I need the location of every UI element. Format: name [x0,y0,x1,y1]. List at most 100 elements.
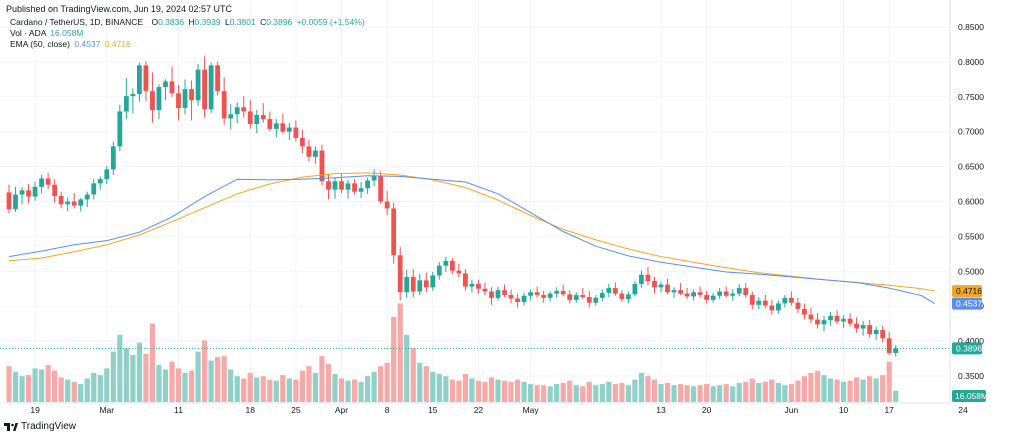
volume-bar [286,378,292,402]
candle-body [684,293,690,297]
volume-bar [854,377,860,402]
volume-bar [664,382,671,402]
volume-bar [547,386,553,402]
volume-bar [52,370,58,402]
volume-bar [332,374,338,402]
volume-bar [228,369,234,402]
x-tick-label: 18 [246,405,256,415]
ema-fast-line [8,175,936,305]
candle-body [704,295,710,300]
candle-body [762,300,768,306]
volume-bar [638,372,645,402]
volume-bar [25,375,32,402]
x-tick-label: 11 [174,405,183,415]
candle-body [300,137,305,147]
volume-bar [130,354,136,402]
y-tick-label: 0.5000 [958,266,984,276]
y-tick-label: 0.4000 [958,336,984,346]
volume-bar [736,382,742,402]
x-axis-ticks: 19 Mar 11 18 25 Apr 8 15 22 May 13 20 Jun 10 17 24 [30,405,968,415]
volume-bar [886,361,892,402]
candle-body [384,201,390,209]
candle-body [91,183,97,195]
volume-bar [417,362,423,402]
candle-body [228,114,234,119]
volume-bar [456,380,462,402]
volume-bar [123,348,129,402]
volume-bar [606,381,612,402]
candle-body [841,318,846,322]
candle-body [697,292,703,296]
volume-bar [410,348,416,402]
candle-body [730,293,736,296]
y-tick-label: 0.7000 [958,127,984,137]
candle-body [710,295,716,300]
candle-body [52,184,58,196]
candle-body [254,114,260,125]
candle-body [508,295,514,299]
volume-bar [795,380,801,402]
candle-body [847,318,853,324]
candle-body [639,274,644,284]
candle-body [332,181,338,190]
candle-body [339,181,344,190]
candle-body [417,280,423,292]
candle-body [789,297,794,303]
candle-body [104,169,110,180]
volume-bar [762,381,768,402]
volume-bar [534,385,540,402]
candle-body [71,201,77,206]
volume-bar [97,375,103,402]
legend-ohlc-row: Cardano / TetherUS, 1D, BINANCE O0.3836 … [10,17,365,28]
candle-body [463,273,468,287]
volume-bar [808,372,814,402]
price-labels: 0.4716 0.4537 0.3896 16.058M [952,285,988,402]
volume-bar [371,371,377,402]
candle-body [143,65,149,92]
volume-bar [743,381,749,402]
volume-bar [71,381,77,402]
candle-body [567,294,573,300]
volume-bar [619,382,625,402]
candle-body [573,295,579,300]
candle-body [782,297,788,304]
volume-bar [469,378,475,402]
volume-bar [658,384,664,402]
candlesticks [6,56,899,357]
chart-grid [0,0,950,403]
footer-brand[interactable]: TradingView [4,421,76,432]
candle-body [404,276,410,293]
volume-bar [814,370,821,402]
ema-label: EMA (50, close) [10,39,70,49]
candle-body [593,297,599,303]
candle-body [854,323,859,329]
candle-body [717,291,723,296]
ema-fast-value: 0.4537 [74,39,101,49]
candle-body [130,94,136,97]
y-tick-label: 0.6500 [958,162,984,172]
candle-body [534,292,540,296]
volume-bar [143,353,149,402]
candle-body [110,146,116,170]
candle-body [326,181,331,190]
volume-bar [443,376,449,402]
volume-bar [325,363,332,402]
candle-body [580,295,586,298]
published-caption: Published on TradingView.com, Jun 19, 20… [6,4,232,14]
candle-body [893,348,899,353]
volume-bar [404,334,410,402]
volume-bar [580,386,586,402]
volume-bar [782,385,788,402]
volume-bar [149,323,156,402]
volume-bar [449,379,455,402]
legend-ema-row: EMA (50, close) 0.4537 0.4716 [10,39,365,50]
x-tick-label: 8 [385,405,390,415]
volume-bar [475,380,482,402]
high-label: H [188,17,195,27]
volume-bar [312,372,319,402]
candle-body [358,188,364,192]
volume-bar [6,366,12,402]
close-label: C [260,17,267,27]
volume-bar [573,385,579,402]
